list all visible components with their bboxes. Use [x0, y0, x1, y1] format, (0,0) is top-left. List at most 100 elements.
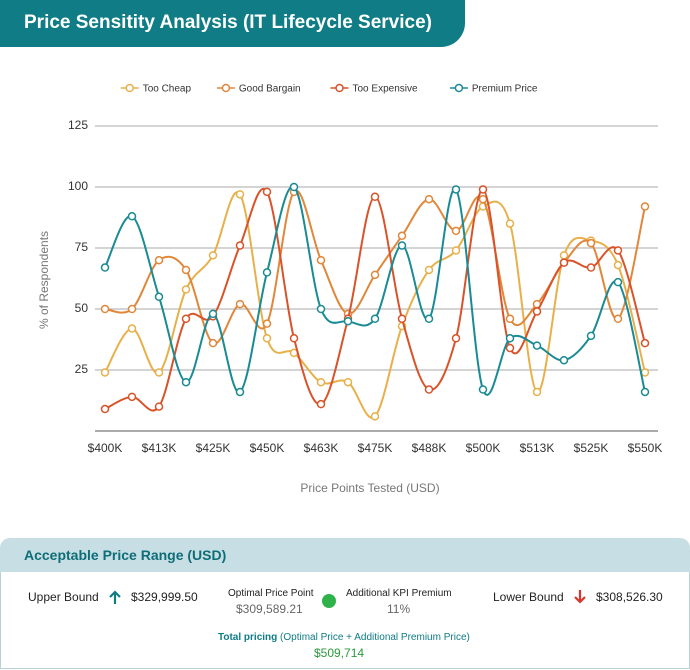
- point: [343, 316, 353, 326]
- x-tick-label: $450K: [250, 441, 285, 455]
- y-tick-label: 125: [68, 118, 88, 132]
- point: [424, 385, 434, 394]
- optimal-label: Optimal Price Point: [228, 588, 314, 599]
- point: [559, 258, 569, 267]
- x-tick-label: $488K: [412, 441, 447, 455]
- point: [127, 304, 137, 314]
- down-arrow: [574, 590, 586, 604]
- point: [586, 331, 596, 341]
- point: [424, 194, 434, 204]
- x-tick-label: $475K: [358, 441, 393, 455]
- point: [289, 182, 299, 192]
- point: [154, 402, 164, 411]
- point: [208, 309, 218, 319]
- point: [640, 202, 650, 211]
- x-tick-label: $425K: [196, 441, 231, 455]
- y-tick-label: 50: [75, 301, 89, 315]
- point: [370, 192, 380, 202]
- x-axis-label: Price Points Tested (USD): [300, 481, 439, 495]
- point: [451, 334, 461, 343]
- point: [559, 355, 569, 365]
- x-tick-label: $400K: [88, 441, 123, 455]
- point: [100, 263, 110, 272]
- point: [532, 387, 542, 397]
- legend-label: Too Expensive: [353, 84, 418, 95]
- point: [127, 392, 137, 402]
- legend-marker: [221, 83, 231, 93]
- upper-label: Upper Bound: [28, 590, 99, 604]
- point: [154, 368, 164, 377]
- point: [478, 185, 488, 194]
- legend-marker: [454, 83, 464, 93]
- point: [154, 292, 164, 302]
- point: [613, 277, 623, 287]
- point: [208, 338, 218, 348]
- point: [262, 319, 272, 328]
- point: [262, 334, 272, 343]
- point: [478, 385, 488, 394]
- point: [640, 338, 650, 348]
- point: [235, 241, 245, 250]
- point: [586, 263, 596, 272]
- chart: % of Respondents Price Points Tested (US…: [37, 83, 662, 496]
- point: [370, 314, 380, 324]
- legend-label: Premium Price: [472, 84, 538, 95]
- lower-value: $308,526.30: [596, 590, 663, 604]
- upper-value: $329,999.50: [131, 590, 198, 604]
- panel-title: Acceptable Price Range (USD): [24, 547, 227, 563]
- point: [586, 238, 596, 248]
- point: [397, 241, 407, 250]
- point: [640, 387, 650, 397]
- point: [532, 307, 542, 316]
- y-tick-label: 75: [75, 240, 89, 254]
- point: [127, 324, 137, 333]
- point: [343, 377, 353, 387]
- point: [424, 314, 434, 324]
- point: [181, 314, 191, 324]
- premium-label: Additional KPI Premium: [346, 588, 452, 599]
- y-axis-label: % of Respondents: [37, 231, 51, 329]
- title-tab: Price Sensitity Analysis (IT Lifecycle S…: [0, 0, 465, 47]
- point: [424, 265, 434, 275]
- point: [640, 368, 650, 377]
- point: [370, 270, 380, 280]
- point: [613, 260, 623, 270]
- point: [100, 404, 110, 414]
- total-note: (Optimal Price + Additional Premium Pric…: [280, 632, 470, 643]
- legend-marker: [335, 83, 344, 93]
- point: [532, 341, 542, 350]
- point: [316, 399, 326, 409]
- point: [478, 194, 488, 204]
- legend-marker: [125, 83, 134, 93]
- point: [397, 231, 407, 241]
- legend-label: Too Cheap: [143, 84, 192, 95]
- point: [235, 299, 245, 309]
- point: [181, 285, 191, 294]
- panel-header: Acceptable Price Range (USD): [0, 538, 690, 572]
- point: [154, 255, 164, 265]
- point: [505, 314, 515, 324]
- point: [505, 334, 515, 343]
- point: [100, 304, 110, 314]
- point: [451, 185, 461, 194]
- point: [451, 226, 461, 236]
- x-tick-label: $513K: [520, 441, 555, 455]
- point: [613, 246, 623, 255]
- point: [127, 212, 137, 221]
- x-tick-label: $525K: [574, 441, 609, 455]
- status-dot: [322, 594, 336, 608]
- series-line: [104, 188, 646, 412]
- x-tick-label: $463K: [304, 441, 339, 455]
- point: [316, 255, 326, 265]
- total-line: Total pricing (Optimal Price + Additiona…: [218, 632, 470, 643]
- point: [316, 304, 326, 314]
- point: [316, 377, 326, 387]
- y-tick-label: 100: [68, 179, 88, 193]
- series-line: [104, 191, 646, 419]
- y-tick-label: 25: [75, 362, 89, 376]
- x-tick-label: $413K: [142, 441, 177, 455]
- premium-value: 11%: [387, 602, 411, 616]
- x-tick-label: $500K: [466, 441, 501, 455]
- point: [100, 368, 110, 377]
